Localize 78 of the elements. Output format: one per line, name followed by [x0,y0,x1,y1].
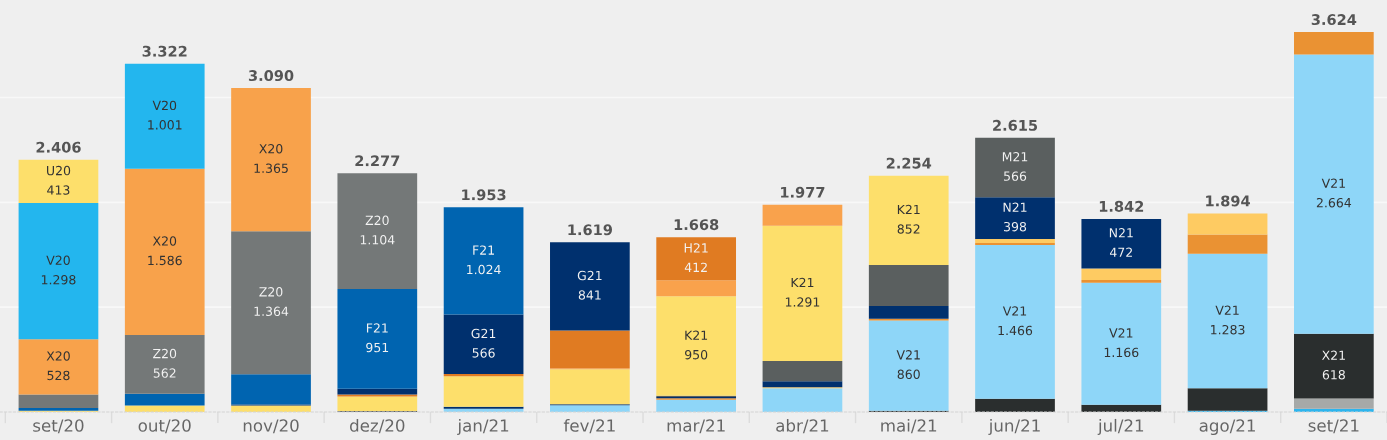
data-label: 472 [1109,247,1132,257]
series-label: Z20 [153,348,177,359]
series-label: V21 [896,350,920,360]
total-label: 1.894 [1206,195,1250,207]
x-tick-label: fev/21 [563,418,615,434]
x-tick-label: ago/21 [1199,419,1255,436]
x-tick-label: set/21 [1308,419,1359,434]
x-tick-label: mar/21 [667,419,725,434]
data-label: 1.364 [254,306,289,317]
x-tick-label: set/20 [33,419,84,434]
series-label: F21 [366,323,388,333]
total-label: 2.615 [993,119,1038,131]
total-label: 1.668 [674,219,719,231]
data-label: 528 [47,370,70,381]
data-label: 950 [685,349,708,360]
data-label: 841 [578,290,601,300]
series-label: G21 [471,328,496,339]
data-label: 1.104 [360,235,395,245]
text: V20 [152,100,177,111]
text: Z20 [259,287,283,297]
data-label: 951 [366,342,389,353]
data-label: 562 [153,368,176,378]
x-tick-label: jan/21 [457,418,509,436]
x-tick-label: nov/20 [243,419,299,434]
text: K21 [897,204,920,215]
data-label: 1.298 [41,275,76,285]
data-label: 852 [897,224,920,234]
total-label: 3.322 [142,45,187,57]
data-label: 2.664 [1316,197,1352,208]
data-label: 1.365 [254,163,288,173]
text: F21 [473,245,494,255]
text: V21 [1215,305,1239,315]
series-label: N21 [1003,202,1027,212]
series-label: M21 [1002,151,1028,162]
data-label: 1.166 [1104,347,1139,358]
total-label: 1.619 [568,224,613,236]
text: Z20 [365,215,389,226]
x-tick-label: mai/21 [881,418,937,434]
text: X20 [152,236,177,246]
total-label: 1.977 [781,186,825,198]
text: K21 [685,330,708,340]
total-label: 2.406 [36,141,81,153]
x-tick-label: dez/20 [350,418,405,434]
data-label: 860 [897,369,920,380]
x-tick-label: jun/21 [988,418,1040,436]
data-label: 413 [47,185,70,195]
data-label: 566 [472,348,495,358]
total-label: 2.254 [886,157,932,169]
text: X20 [259,144,283,154]
series-label: X20 [46,351,70,361]
total-label: 3.624 [1311,14,1357,26]
series-label: K21 [791,277,814,288]
total-label: 1.842 [1099,200,1144,212]
data-label: 1.586 [148,255,182,266]
data-label: 1.466 [998,325,1033,336]
text: V21 [1109,328,1133,338]
series-label: U20 [47,165,71,176]
text: N21 [1109,228,1133,238]
text: G21 [577,270,602,281]
x-tick-label: out/20 [138,419,191,434]
data-label: 1.024 [467,264,501,275]
x-tick-label: abr/21 [776,418,829,434]
text: V21 [1002,306,1027,316]
data-label: 398 [1004,221,1027,232]
data-label: 566 [1004,171,1027,181]
data-label: 1.001 [148,120,182,130]
data-label: 412 [684,262,707,272]
text: V21 [1321,178,1345,188]
total-label: 1.953 [462,189,506,201]
x-tick-label: jul/21 [1097,418,1144,436]
series-label: V20 [46,255,70,266]
total-label: 3.090 [248,70,294,82]
series-label: X21 [1322,350,1345,360]
data-label: 1.283 [1211,324,1245,335]
total-label: 2.277 [355,155,400,167]
series-label: H21 [684,243,708,253]
data-label: 618 [1322,369,1345,380]
data-label: 1.291 [785,297,820,307]
